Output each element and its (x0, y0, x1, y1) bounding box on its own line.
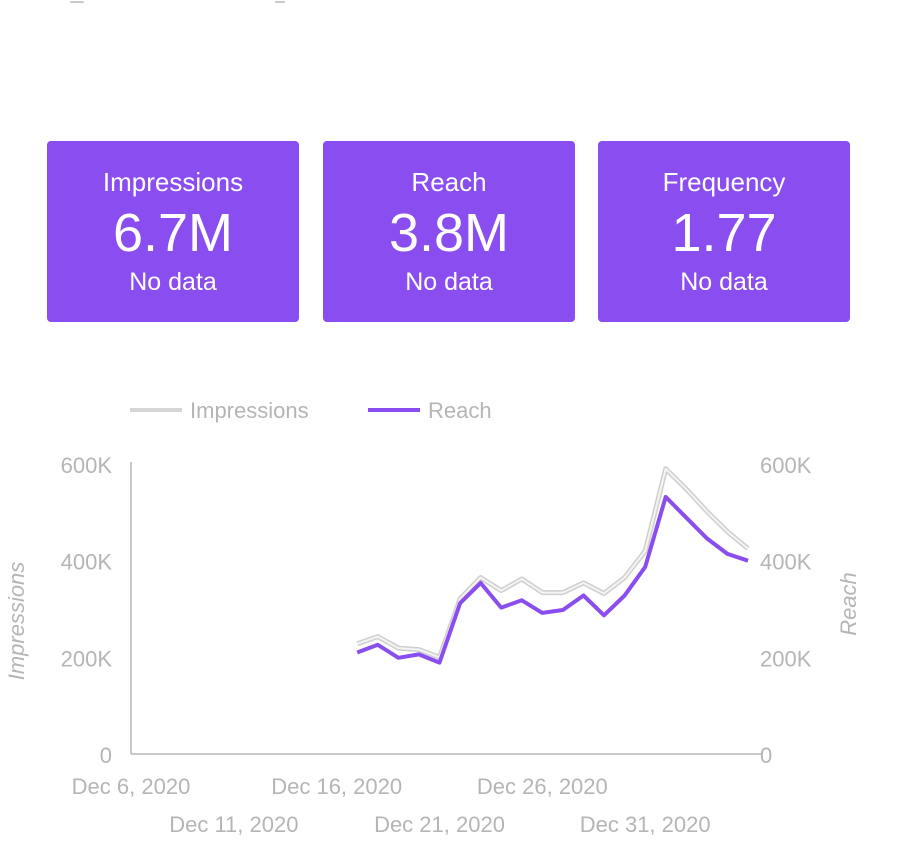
x-tick-label: Dec 16, 2020 (271, 774, 402, 799)
x-tick-label: Dec 31, 2020 (580, 812, 711, 837)
x-tick-label: Dec 26, 2020 (477, 774, 608, 799)
y-left-tick-label: 0 (100, 743, 112, 768)
scorecard-comparison: No data (129, 268, 217, 296)
legend-item-impressions[interactable]: Impressions (130, 398, 309, 423)
y-right-axis-title: Reach (836, 572, 861, 636)
scorecard-impressions[interactable]: Impressions 6.7M No data (47, 141, 299, 322)
chart-series (356, 466, 750, 665)
scorecard-frequency[interactable]: Frequency 1.77 No data (598, 141, 850, 322)
reach-series-line[interactable] (356, 494, 749, 665)
header-divider (70, 0, 290, 6)
y-right-tick-label: 0 (760, 743, 772, 768)
x-tick-label: Dec 11, 2020 (169, 812, 298, 837)
y-left-tick-label: 200K (61, 646, 113, 671)
impressions-series-line-outline (356, 466, 750, 660)
y-right-tick-label: 400K (760, 550, 812, 575)
y-right-tick-label: 600K (760, 453, 812, 478)
scorecard-reach[interactable]: Reach 3.8M No data (323, 141, 575, 322)
scorecard-value: 1.77 (671, 203, 777, 263)
time-series-chart: Impressions Reach 0 200K 400K 600K 0 200K 400K… (4, 398, 861, 837)
axis-ticks: 0 200K 400K 600K 0 200K 400K 600K Impressions Rea… (4, 453, 861, 837)
scorecard-comparison: No data (680, 268, 768, 296)
x-tick-label: Dec 21, 2020 (374, 812, 505, 837)
legend-item-reach[interactable]: Reach (368, 398, 492, 423)
scorecard-comparison: No data (405, 268, 493, 296)
chart-axes (130, 462, 762, 755)
impressions-series-line[interactable] (356, 467, 749, 659)
legend-label-reach: Reach (428, 398, 492, 423)
scorecard-label: Frequency (662, 167, 786, 197)
x-tick-label: Dec 6, 2020 (72, 774, 191, 799)
scorecard-value: 6.7M (112, 203, 234, 263)
y-left-axis-title: Impressions (4, 562, 29, 681)
scorecard-label: Impressions (102, 167, 244, 197)
y-left-tick-label: 400K (61, 550, 113, 575)
scorecard-row: Impressions 6.7M No data Reach 3.8M No d… (47, 141, 850, 322)
y-left-tick-label: 600K (61, 453, 113, 478)
chart-legend: Impressions Reach (130, 398, 492, 423)
legend-label-impressions: Impressions (190, 398, 309, 423)
scorecard-label: Reach (411, 167, 487, 197)
y-right-tick-label: 200K (760, 646, 812, 671)
scorecard-value: 3.8M (388, 203, 510, 263)
